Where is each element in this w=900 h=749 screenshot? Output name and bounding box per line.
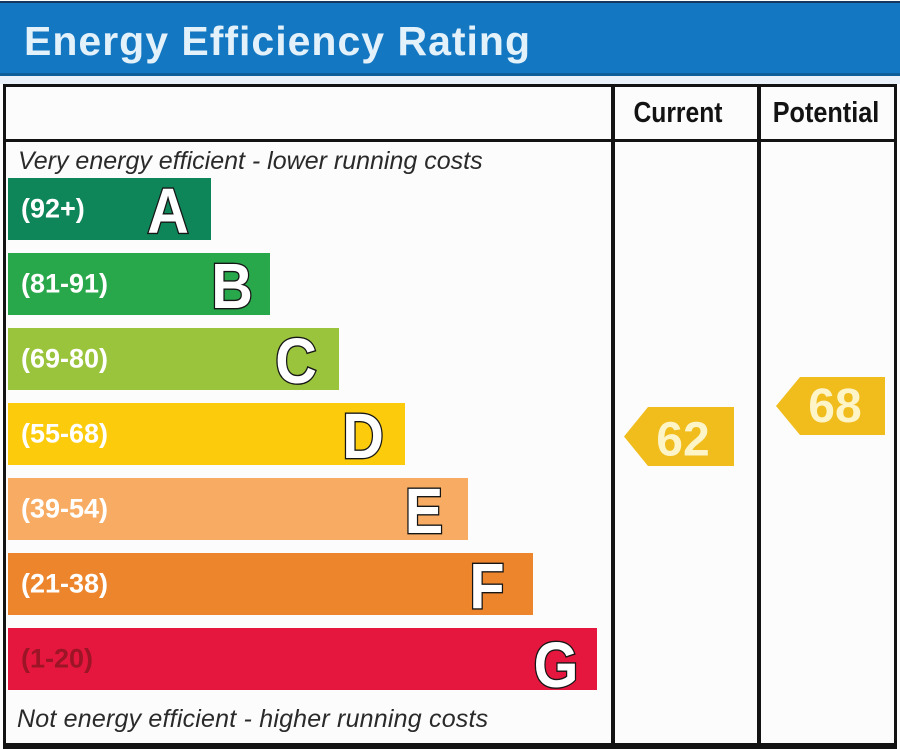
svg-text:62: 62 — [656, 414, 709, 467]
svg-text:68: 68 — [808, 380, 861, 433]
